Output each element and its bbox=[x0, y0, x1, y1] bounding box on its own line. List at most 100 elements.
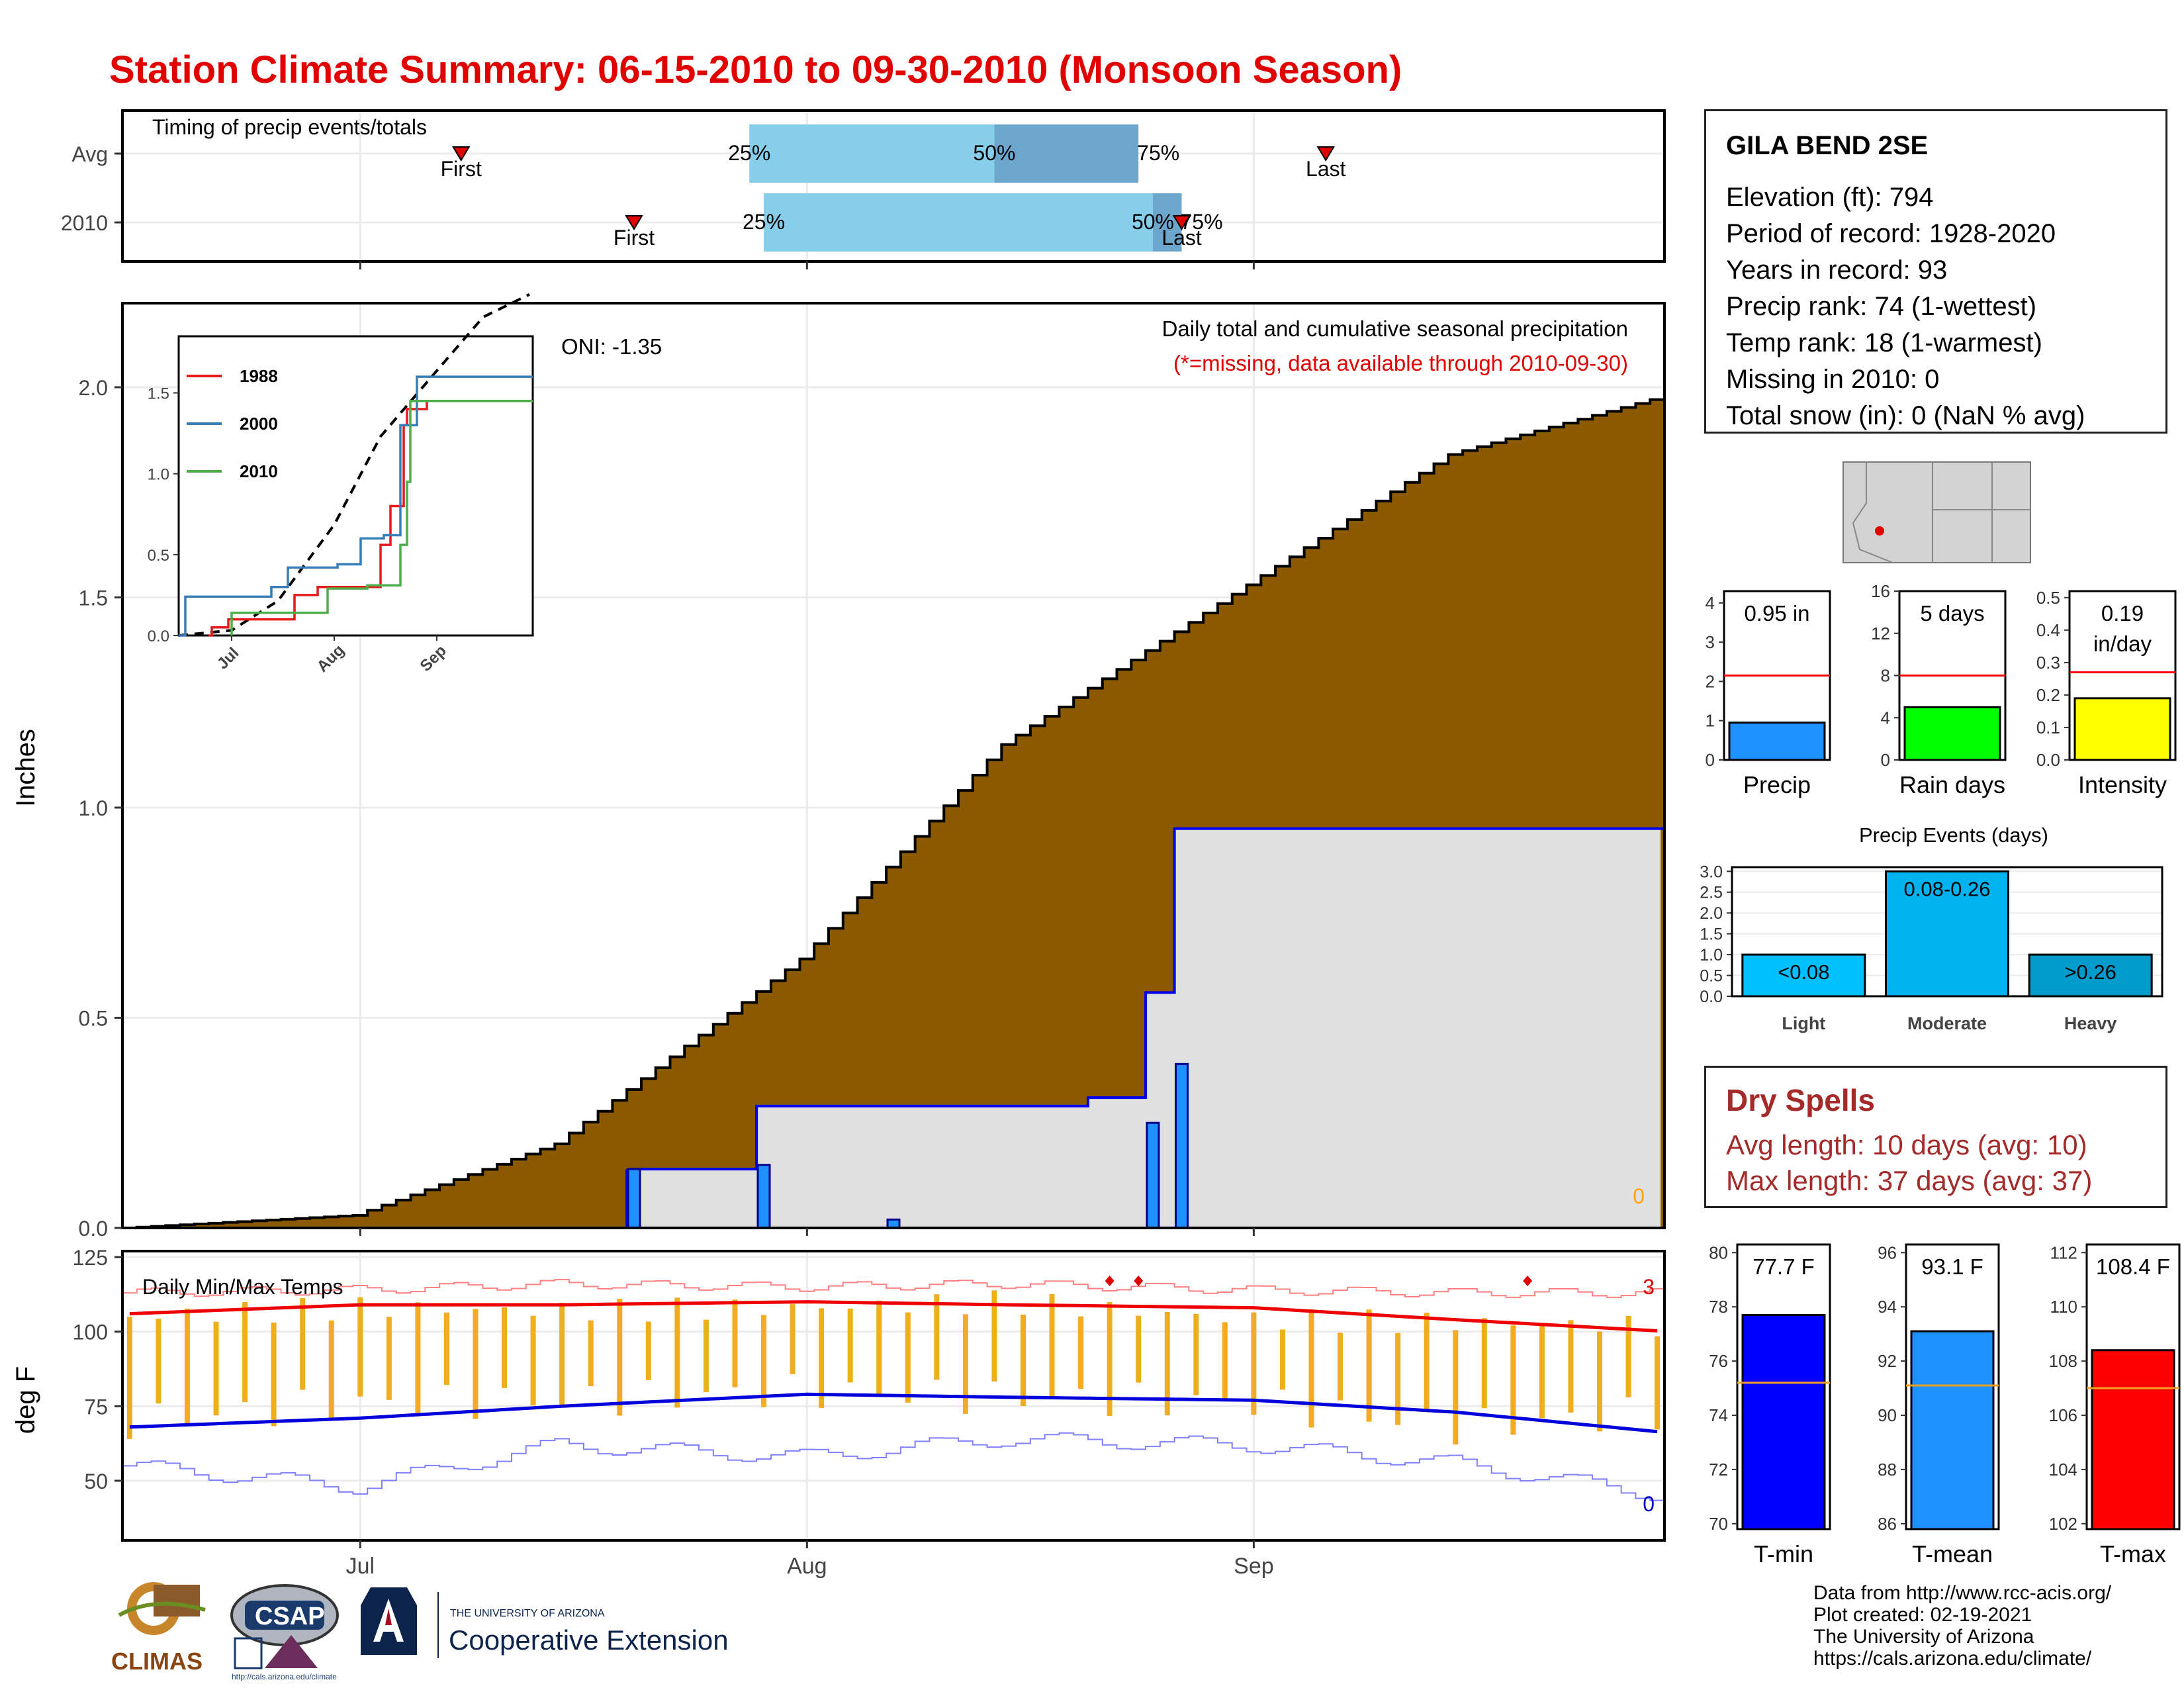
timing-bar-q25-q50 bbox=[749, 124, 995, 183]
daily-temp-bar bbox=[1107, 1301, 1113, 1416]
timing-bar-q50-q75 bbox=[994, 124, 1139, 183]
daily-temp-bar bbox=[617, 1298, 623, 1416]
daily-temp-bar bbox=[300, 1297, 306, 1390]
daily-temp-bar bbox=[962, 1314, 968, 1414]
temp-ytick-label: 125 bbox=[73, 1246, 108, 1270]
precip-ytick-label: 1.0 bbox=[79, 796, 108, 820]
station-period: Period of record: 1928-2020 bbox=[1726, 219, 2056, 248]
precip-ytick-label: 0.5 bbox=[79, 1007, 108, 1031]
timing-last-label: Last bbox=[1306, 157, 1346, 181]
inset-ytick-label: 0.5 bbox=[148, 547, 169, 565]
events-ytick-label: 1.0 bbox=[1700, 946, 1723, 964]
mini-raindays-ytick-label: 4 bbox=[1881, 708, 1890, 727]
temp-ylabel: deg F bbox=[11, 1366, 40, 1434]
daily-temp-bar bbox=[1078, 1316, 1084, 1389]
daily-temp-bar bbox=[1193, 1313, 1199, 1395]
station-precip-rank: Precip rank: 74 (1-wettest) bbox=[1726, 292, 2037, 321]
daily-temp-bar bbox=[934, 1294, 940, 1380]
tmini-tmean-ytick-label: 94 bbox=[1878, 1297, 1897, 1317]
station-location-dot bbox=[1875, 526, 1884, 536]
tmini-tmean-ytick-label: 88 bbox=[1878, 1460, 1897, 1479]
record-high-count: 3 bbox=[1643, 1275, 1655, 1299]
timing-last-marker bbox=[1172, 215, 1191, 230]
mini-precip-ytick-label: 1 bbox=[1706, 711, 1715, 731]
mini-intensity-ytick-label: 0.2 bbox=[2036, 685, 2060, 705]
events-category-label: Light bbox=[1782, 1013, 1825, 1033]
events-ytick-label: 1.5 bbox=[1700, 925, 1723, 944]
mini-intensity-value-label: in/day bbox=[2093, 632, 2152, 656]
timing-label-50: 50% bbox=[973, 141, 1015, 165]
daily-temp-bar bbox=[847, 1308, 853, 1383]
events-ytick-label: 3.0 bbox=[1700, 863, 1723, 881]
timing-last-marker bbox=[1316, 146, 1336, 162]
events-category-label: Moderate bbox=[1907, 1013, 1987, 1033]
precip-ytick-label: 0.0 bbox=[79, 1217, 108, 1241]
inset-ytick-label: 0.0 bbox=[148, 628, 169, 645]
tmini-tmean-label: T-mean bbox=[1912, 1540, 1993, 1568]
footer-line: The University of Arizona bbox=[1813, 1626, 2034, 1648]
avg-max-line bbox=[129, 1300, 1658, 1333]
daily-temp-bar bbox=[473, 1309, 478, 1419]
temp-frame bbox=[121, 1250, 1666, 1542]
daily-temp-bar bbox=[588, 1320, 594, 1387]
record-low-line bbox=[122, 1432, 1664, 1501]
timing-row-label: 2010 bbox=[61, 211, 108, 235]
mini-intensity-ytick-label: 0.3 bbox=[2036, 653, 2060, 673]
events-bar-label: >0.26 bbox=[2064, 961, 2116, 984]
timing-bar-q25-q50 bbox=[764, 193, 1153, 252]
cumulative-2010-line bbox=[627, 827, 1664, 1171]
tmini-tmax-ytick-label: 108 bbox=[2049, 1351, 2077, 1371]
mini-raindays-bar bbox=[1903, 706, 2001, 761]
timing-first-marker bbox=[625, 215, 643, 230]
tmini-tmean-ytick-label: 86 bbox=[1878, 1514, 1897, 1534]
station-name: GILA BEND 2SE bbox=[1726, 131, 1929, 160]
tmini-tmean-value-label: 93.1 F bbox=[1921, 1254, 1983, 1279]
footer-credits: Data from http://www.rcc-acis.org/ Plot … bbox=[1813, 1582, 2111, 1669]
inset-average-line bbox=[178, 293, 530, 637]
record-low-count: 0 bbox=[1643, 1492, 1655, 1516]
daily-precip-bar bbox=[1146, 1121, 1160, 1229]
daily-temp-bar bbox=[271, 1322, 277, 1427]
daily-temp-bar bbox=[1308, 1309, 1314, 1428]
climas-logo: CLIMAS bbox=[111, 1582, 206, 1675]
events-ytick-label: 0.0 bbox=[1700, 988, 1723, 1006]
daily-temp-bar bbox=[991, 1290, 997, 1382]
mini-intensity-ytick-label: 0.0 bbox=[2036, 750, 2060, 770]
daily-temp-bar bbox=[905, 1312, 911, 1403]
mini-intensity-value-label: 0.19 bbox=[2101, 601, 2144, 626]
timing-first-label: First bbox=[614, 226, 655, 250]
daily-temp-bar bbox=[1453, 1330, 1459, 1445]
daily-precip-bar bbox=[756, 1164, 771, 1229]
mini-precip-label: Precip bbox=[1743, 771, 1811, 798]
station-info-box: GILA BEND 2SE Elevation (ft): 794 Period… bbox=[1704, 109, 2167, 434]
tmini-tmax-ytick-label: 102 bbox=[2049, 1514, 2077, 1534]
daily-temp-bar bbox=[1049, 1293, 1055, 1399]
mini-raindays-ytick-label: 16 bbox=[1871, 581, 1890, 601]
daily-temp-bar bbox=[1164, 1311, 1170, 1416]
tmini-tmin-value-label: 77.7 F bbox=[1752, 1254, 1815, 1279]
precip-ylabel: Inches bbox=[11, 729, 40, 807]
mini-intensity-ytick-label: 0.1 bbox=[2036, 718, 2060, 737]
tmini-tmean-ytick-label: 96 bbox=[1878, 1243, 1897, 1262]
chart-title: Station Climate Summary: 06-15-2010 to 0… bbox=[109, 48, 1402, 91]
timing-label-25: 25% bbox=[743, 210, 785, 234]
footer-line: https://cals.arizona.edu/climate/ bbox=[1813, 1648, 2092, 1669]
daily-temp-bar bbox=[1366, 1309, 1372, 1422]
mini-raindays-ytick-label: 8 bbox=[1881, 666, 1890, 686]
tmini-tmax-bar bbox=[2091, 1349, 2175, 1530]
daily-temp-bar bbox=[1136, 1315, 1142, 1383]
timing-label-75: 75% bbox=[1137, 141, 1179, 165]
mini-raindays-value-label: 5 days bbox=[1920, 601, 1984, 626]
station-snow: Total snow (in): 0 (NaN % avg) bbox=[1726, 401, 2085, 430]
month-label: Sep bbox=[1234, 1554, 1274, 1579]
daily-temp-bar bbox=[1481, 1318, 1487, 1409]
tmini-tmax-ytick-label: 110 bbox=[2050, 1297, 2077, 1317]
daily-temp-bar bbox=[184, 1308, 190, 1425]
tmini-tmin-bar bbox=[1741, 1313, 1826, 1530]
dry-spells-title: Dry Spells bbox=[1726, 1083, 1875, 1117]
mini-intensity-ytick-label: 0.4 bbox=[2036, 620, 2060, 640]
tmini-tmax-ytick-label: 112 bbox=[2050, 1243, 2077, 1262]
climas-text: CLIMAS bbox=[111, 1648, 203, 1675]
inset-series-2010 bbox=[230, 399, 533, 635]
